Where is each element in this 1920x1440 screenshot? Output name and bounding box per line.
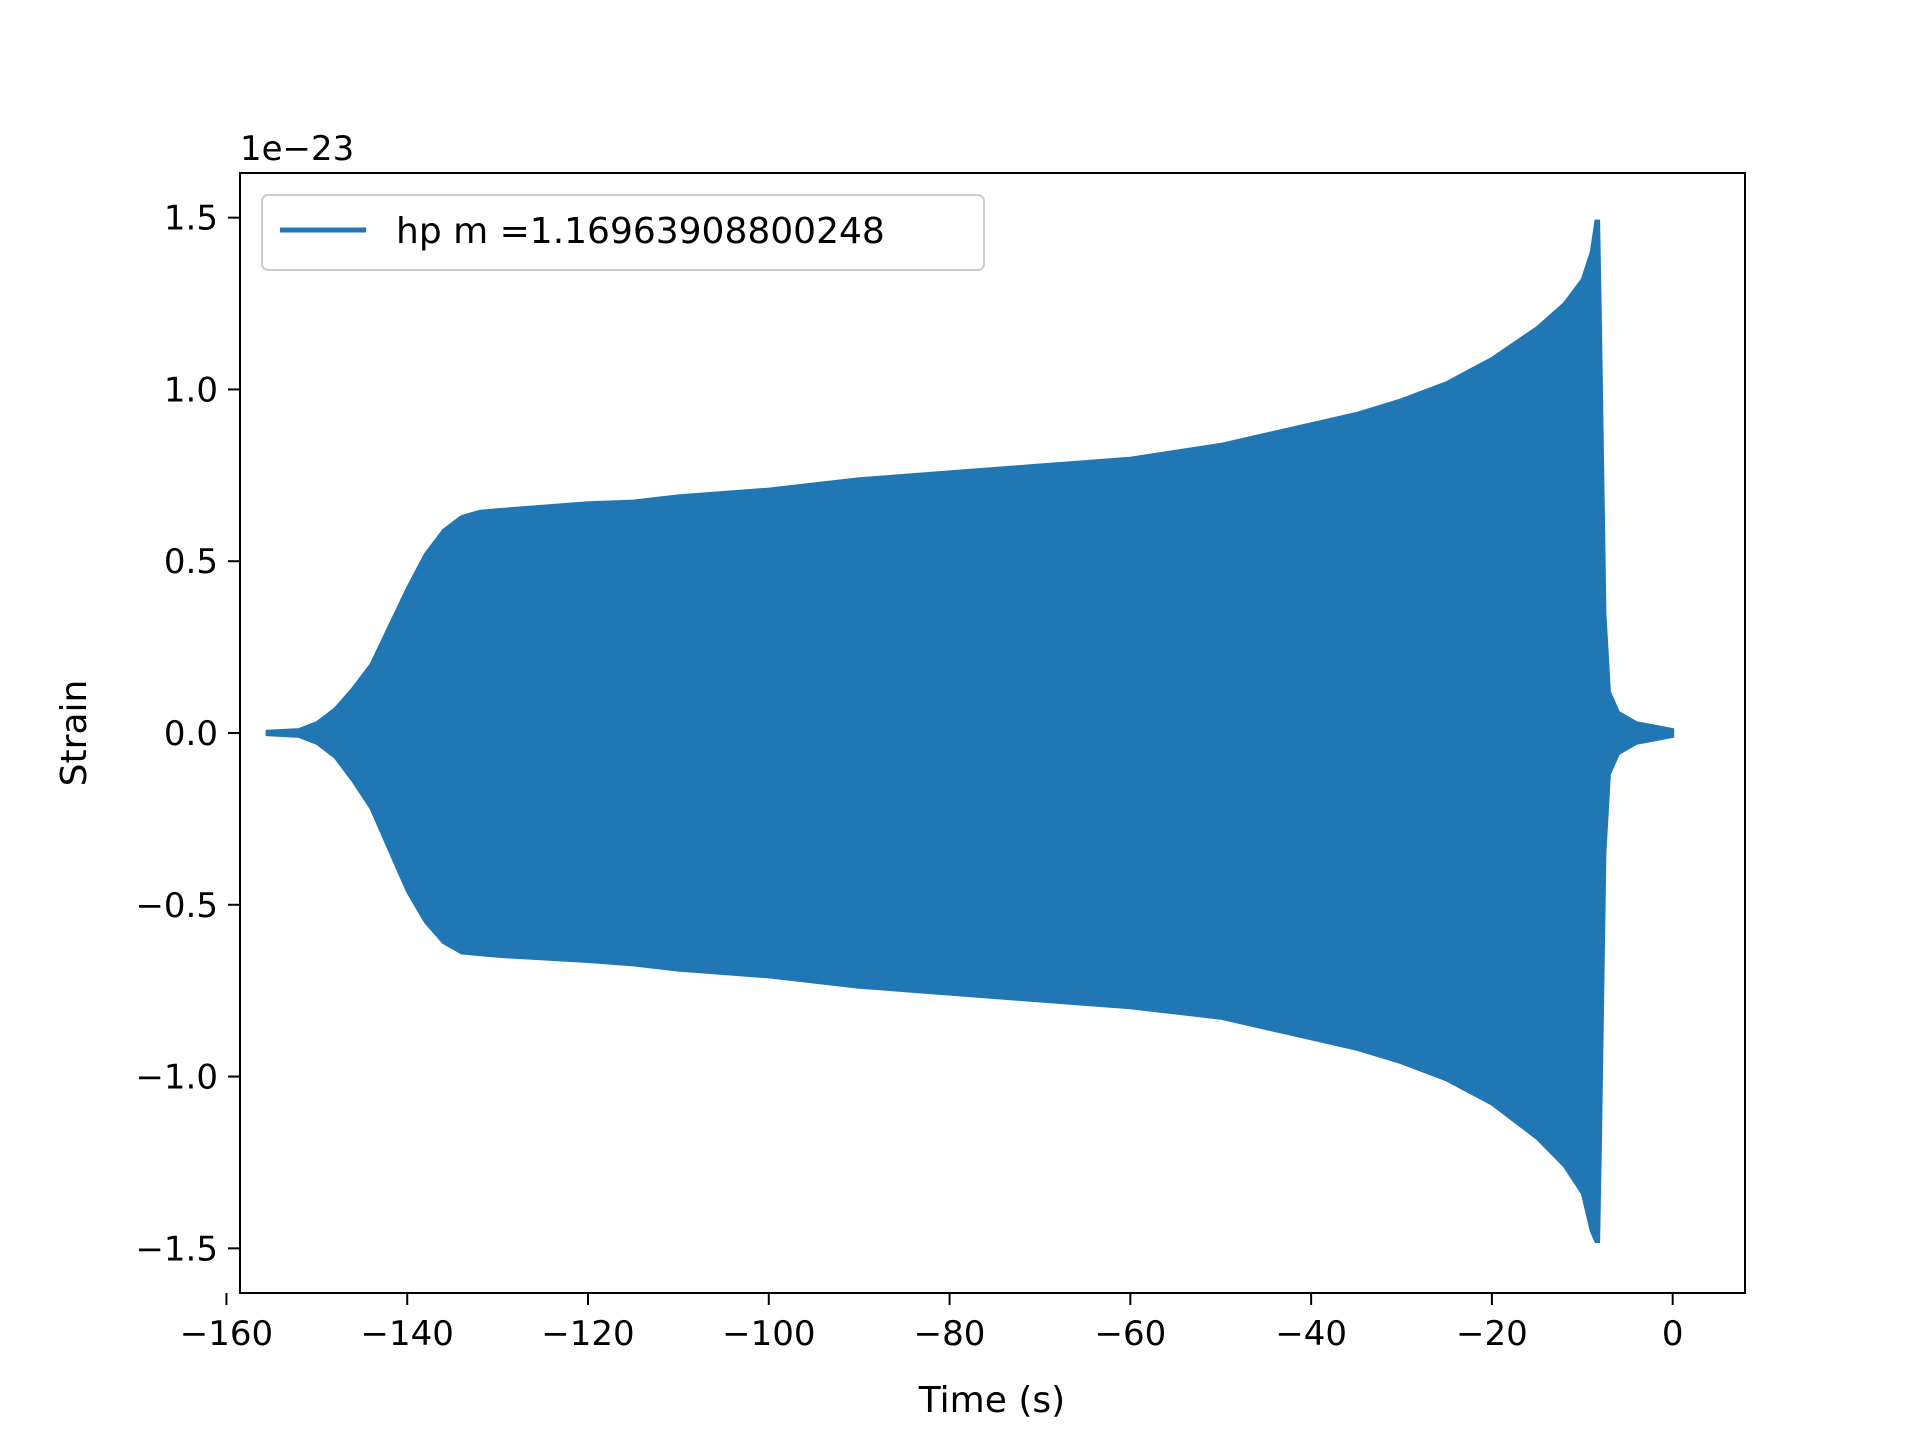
y-axis-offset-label: 1e−23	[240, 129, 354, 169]
x-axis-ticks: −160 −140 −120 −100 −80 −60 −40 −20 0	[180, 1293, 1684, 1354]
legend: hp m =1.16963908800248	[261, 194, 985, 271]
legend-label-hp: hp m =1.16963908800248	[396, 211, 885, 252]
x-tick-label: −40	[1275, 1314, 1347, 1354]
x-tick-label: −60	[1094, 1314, 1166, 1354]
y-axis-ticks: −1.5 −1.0 −0.5 0.0 0.5 1.0 1.5	[135, 199, 240, 1269]
x-tick-label: −80	[914, 1314, 986, 1354]
plot-area	[265, 219, 1675, 1243]
x-tick-label: −20	[1456, 1314, 1528, 1354]
waveform-series-hp	[265, 219, 1675, 1243]
y-tick-label: 1.5	[164, 199, 218, 239]
x-tick-label: 0	[1662, 1314, 1684, 1354]
y-tick-label: −1.5	[135, 1229, 218, 1269]
x-tick-label: −120	[541, 1314, 634, 1354]
x-axis-title: Time (s)	[918, 1380, 1065, 1421]
y-tick-label: 0.5	[164, 542, 218, 582]
y-tick-label: 0.0	[164, 714, 218, 754]
y-tick-label: 1.0	[164, 370, 218, 410]
x-tick-label: −140	[361, 1314, 454, 1354]
y-tick-label: −1.0	[135, 1058, 218, 1098]
legend-box	[261, 194, 985, 271]
x-tick-label: −160	[180, 1314, 273, 1354]
x-tick-label: −100	[722, 1314, 815, 1354]
y-tick-label: −0.5	[135, 886, 218, 926]
y-axis-title: Strain	[54, 680, 95, 787]
